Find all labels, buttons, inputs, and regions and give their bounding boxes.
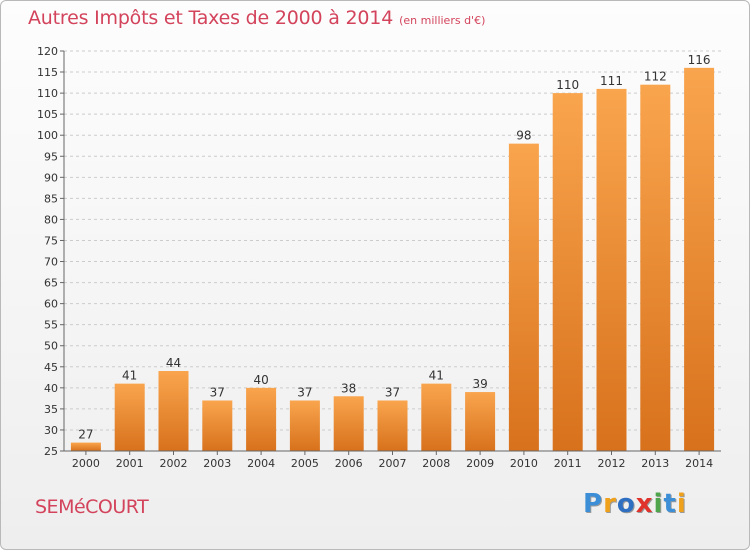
x-tick-label-2011: 2011 — [554, 457, 582, 470]
y-tick-label: 50 — [44, 340, 58, 353]
x-tick-label-2009: 2009 — [466, 457, 494, 470]
bar-2011 — [552, 93, 583, 452]
y-tick-label: 60 — [44, 298, 58, 311]
y-tick-label: 75 — [44, 234, 58, 247]
y-tick-label: 65 — [44, 277, 58, 290]
bar-2007 — [377, 400, 408, 451]
y-tick-label: 110 — [37, 87, 58, 100]
data-label-2005: 37 — [297, 385, 312, 399]
x-tick-label-2008: 2008 — [422, 457, 450, 470]
y-tick-label: 40 — [44, 382, 58, 395]
brand-letter: o — [616, 489, 636, 519]
bar-2003 — [202, 400, 233, 451]
bar-2004 — [246, 387, 277, 451]
data-label-2012: 111 — [600, 74, 623, 88]
x-tick-label-2014: 2014 — [685, 457, 713, 470]
brand-letter: i — [653, 489, 664, 519]
y-tick-label: 70 — [44, 256, 58, 269]
x-tick-label-2003: 2003 — [203, 457, 231, 470]
brand-logo: Proxiti — [583, 489, 687, 519]
brand-letter: x — [635, 489, 654, 519]
data-label-2000: 27 — [78, 428, 93, 442]
bar-2012 — [596, 88, 627, 451]
data-label-2007: 37 — [385, 385, 400, 399]
bar-2014 — [684, 67, 715, 451]
brand-letter: i — [676, 489, 687, 519]
bar-2009 — [465, 392, 496, 451]
data-label-2003: 37 — [210, 385, 225, 399]
x-tick-label-2007: 2007 — [379, 457, 407, 470]
y-tick-label: 115 — [37, 66, 58, 79]
x-tick-label-2010: 2010 — [510, 457, 538, 470]
y-tick-label: 80 — [44, 213, 58, 226]
y-tick-label: 85 — [44, 192, 58, 205]
y-tick-label: 35 — [44, 403, 58, 416]
y-tick-label: 95 — [44, 150, 58, 163]
x-tick-label-2005: 2005 — [291, 457, 319, 470]
commune-name: SEMéCOURT — [35, 496, 149, 518]
data-label-2011: 110 — [556, 78, 579, 92]
bar-2001 — [114, 383, 145, 451]
y-tick-label: 120 — [37, 45, 58, 58]
y-tick-label: 45 — [44, 361, 58, 374]
data-label-2013: 112 — [644, 70, 667, 84]
axis-layer: 25 30 35 40 45 50 55 60 65 70 75 80 85 90 95 100 105 110 1… — [37, 45, 721, 470]
x-tick-label-2006: 2006 — [335, 457, 363, 470]
chart-subtitle: (en milliers d'€) — [399, 14, 486, 27]
x-tick-label-2002: 2002 — [160, 457, 188, 470]
y-tick-label: 30 — [44, 424, 58, 437]
x-tick-label-2004: 2004 — [247, 457, 275, 470]
data-label-2010: 98 — [516, 129, 531, 143]
brand-letter: P — [583, 489, 604, 519]
x-tick-label-2012: 2012 — [598, 457, 626, 470]
bar-2005 — [289, 400, 320, 451]
bar-2010 — [508, 143, 539, 451]
bar-2000 — [70, 442, 101, 451]
data-label-2009: 39 — [472, 377, 487, 391]
data-label-2006: 38 — [341, 381, 356, 395]
bar-2002 — [158, 371, 189, 451]
data-label-2001: 41 — [122, 369, 137, 383]
brand-letter: r — [603, 489, 617, 519]
x-tick-label-2001: 2001 — [116, 457, 144, 470]
label-layer: 27 41 44 37 40 37 38 37 41 39 98 110 111 112 116 — [78, 53, 710, 442]
bar-2013 — [640, 84, 671, 452]
title-block: Autres Impôts et Taxes de 2000 à 2014 (en… — [28, 7, 485, 29]
x-tick-label-2013: 2013 — [641, 457, 669, 470]
data-label-2002: 44 — [166, 356, 181, 370]
y-tick-label: 55 — [44, 319, 58, 332]
data-label-2008: 41 — [429, 369, 444, 383]
bar-layer — [70, 67, 715, 452]
data-label-2014: 116 — [688, 53, 711, 67]
y-tick-label: 105 — [37, 108, 58, 121]
brand-letter: t — [663, 489, 677, 519]
bar-2008 — [421, 383, 452, 451]
y-tick-label: 100 — [37, 129, 58, 142]
x-tick-label-2000: 2000 — [72, 457, 100, 470]
y-tick-label: 90 — [44, 171, 58, 184]
bar-2006 — [333, 396, 364, 451]
data-label-2004: 40 — [253, 373, 268, 387]
y-tick-label: 25 — [44, 445, 58, 458]
chart-title: Autres Impôts et Taxes de 2000 à 2014 — [28, 7, 394, 29]
